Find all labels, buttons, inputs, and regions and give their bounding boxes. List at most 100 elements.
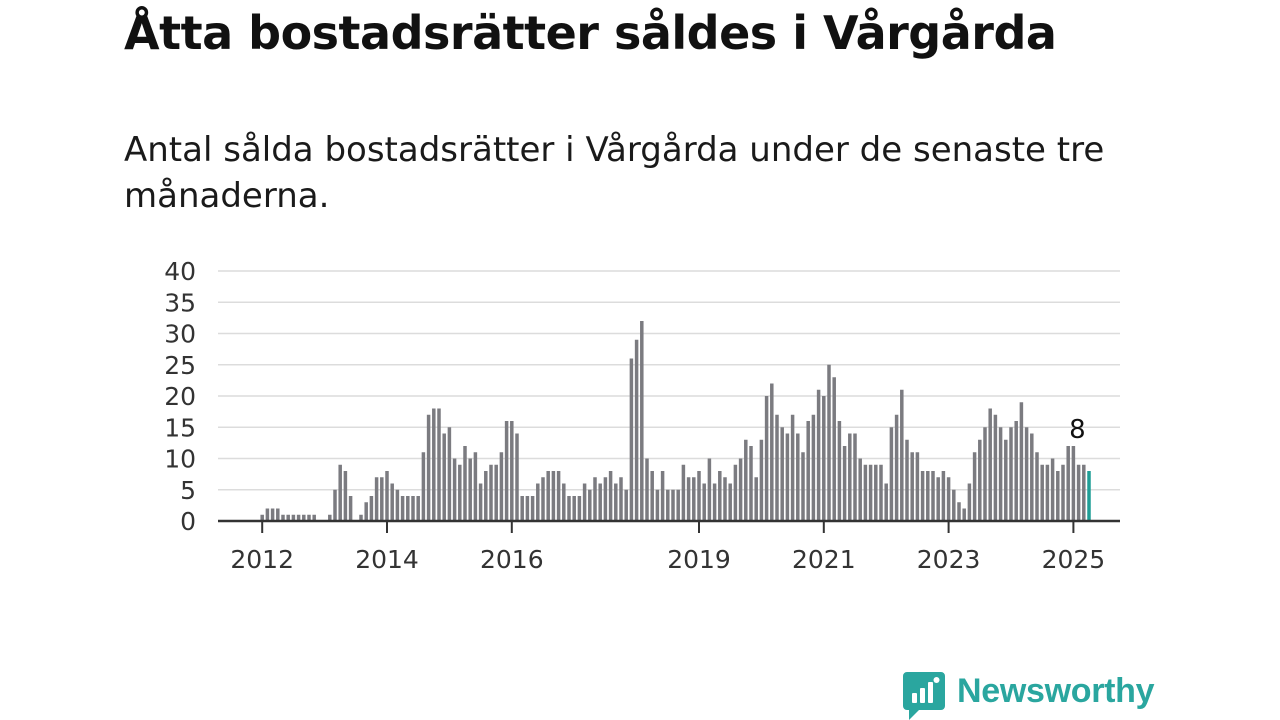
bar	[884, 483, 888, 521]
bar	[333, 489, 337, 521]
bar	[478, 483, 483, 521]
bar	[1019, 402, 1024, 521]
bar	[562, 483, 566, 521]
bar	[1076, 464, 1081, 521]
bar	[645, 458, 649, 521]
bar	[1014, 421, 1018, 521]
bar	[437, 408, 441, 521]
bar	[1066, 446, 1070, 521]
bar-highlighted	[1087, 471, 1091, 521]
bar	[853, 433, 857, 521]
bar	[520, 496, 524, 521]
bar	[348, 496, 353, 521]
bar	[510, 421, 514, 521]
bar	[328, 514, 332, 521]
y-tick-label: 5	[180, 476, 196, 505]
bar	[1024, 427, 1029, 521]
bar	[837, 421, 842, 521]
bar	[811, 414, 816, 521]
bar	[567, 496, 571, 521]
bar	[900, 389, 904, 521]
bar	[504, 421, 509, 521]
bar	[400, 496, 405, 521]
bar	[978, 439, 982, 521]
y-tick-label: 20	[164, 382, 196, 411]
bar	[1061, 464, 1065, 521]
bar	[338, 464, 342, 521]
bar	[822, 396, 826, 521]
bar	[468, 458, 472, 521]
bar	[551, 471, 556, 521]
bar	[718, 471, 722, 521]
bar	[666, 489, 670, 521]
bar	[603, 477, 608, 521]
newsworthy-logo-icon	[903, 672, 945, 720]
bar	[686, 477, 691, 521]
bar	[764, 396, 769, 521]
bar	[998, 427, 1003, 521]
bar	[494, 464, 498, 521]
bar	[775, 414, 779, 521]
bar	[1056, 471, 1060, 521]
bar	[655, 489, 660, 521]
bar	[796, 433, 800, 521]
bar	[931, 471, 935, 521]
annotation: 8	[1069, 415, 1086, 445]
bar	[972, 452, 977, 521]
x-tick-label: 2019	[667, 545, 731, 574]
bar	[640, 321, 644, 521]
bar	[738, 458, 743, 521]
bar	[962, 508, 966, 521]
bar	[343, 471, 348, 521]
bar	[260, 514, 264, 521]
bar	[359, 514, 363, 521]
bar	[473, 452, 478, 521]
bar	[1004, 439, 1008, 521]
bar	[588, 489, 592, 521]
y-tick-label: 10	[164, 445, 196, 474]
bar	[426, 414, 431, 521]
bar	[421, 452, 426, 521]
y-tick-label: 25	[164, 351, 196, 380]
bar	[702, 483, 706, 521]
bar	[983, 427, 987, 521]
bar	[364, 502, 368, 521]
bar	[712, 483, 717, 521]
bar	[671, 489, 675, 521]
bar	[1040, 464, 1044, 521]
bar	[572, 496, 576, 521]
brand-name: Newsworthy	[957, 672, 1155, 710]
bar	[1071, 446, 1076, 521]
x-tick-label: 2023	[917, 545, 981, 574]
bar	[858, 458, 862, 521]
bar	[842, 446, 847, 521]
bar	[302, 514, 306, 521]
bar	[988, 408, 992, 521]
bar	[276, 508, 280, 521]
bar	[270, 508, 275, 521]
bar	[395, 489, 400, 521]
bar	[634, 339, 639, 521]
bar	[1009, 427, 1013, 521]
bar	[463, 446, 467, 521]
bar	[894, 414, 899, 521]
bar	[801, 452, 805, 521]
bar	[499, 452, 504, 521]
bar	[744, 439, 748, 521]
bar	[1035, 452, 1039, 521]
bar	[286, 514, 290, 521]
bar	[530, 496, 535, 521]
bar	[915, 452, 920, 521]
bar	[291, 514, 296, 521]
x-tick-label: 2021	[792, 545, 856, 574]
bar	[442, 433, 446, 521]
bar	[926, 471, 930, 521]
bar	[489, 464, 493, 521]
bar	[920, 471, 925, 521]
bar	[1082, 464, 1086, 521]
bar	[598, 483, 602, 521]
bar	[827, 364, 831, 521]
bar	[936, 477, 940, 521]
y-tick-label: 40	[164, 257, 196, 286]
